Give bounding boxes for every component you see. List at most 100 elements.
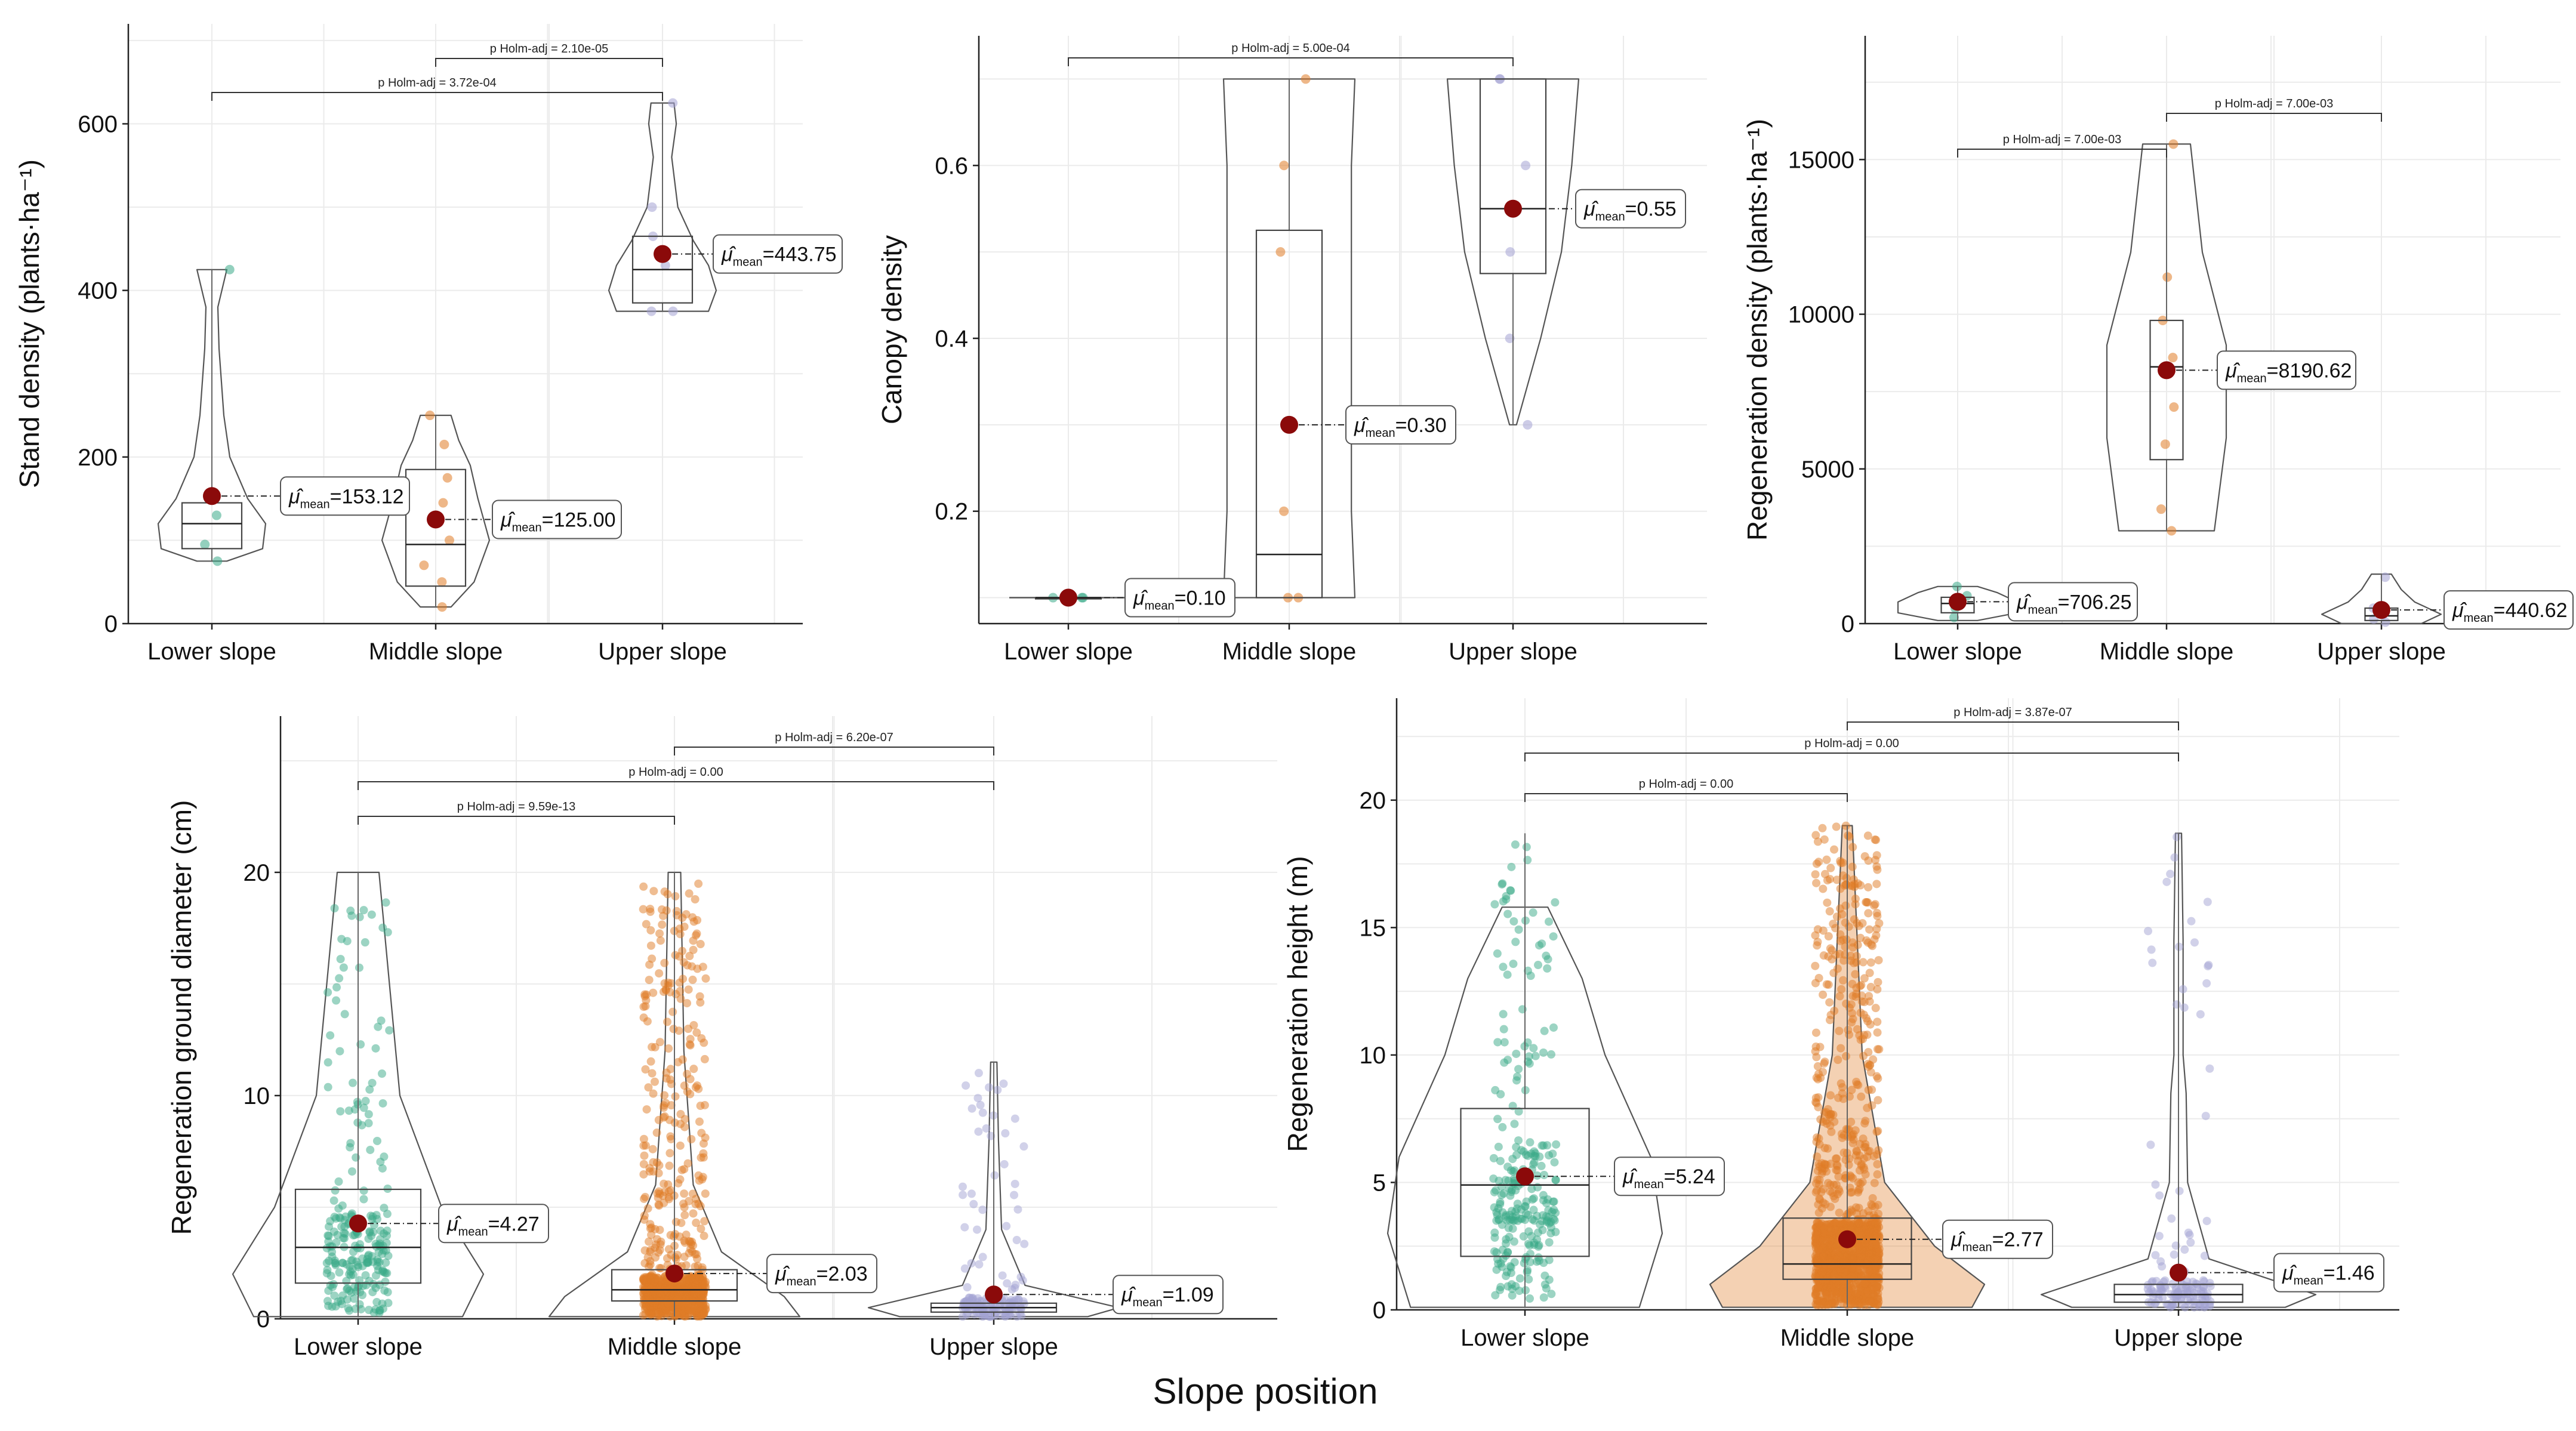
data-point bbox=[679, 958, 688, 967]
data-point bbox=[1860, 974, 1869, 983]
data-point bbox=[1497, 880, 1506, 889]
data-point bbox=[1016, 1309, 1025, 1318]
data-point bbox=[1854, 1300, 1863, 1309]
mean-label: μ̂mean=2.77 bbox=[1951, 1229, 2044, 1254]
data-point bbox=[2150, 1300, 2159, 1309]
data-point bbox=[1534, 1253, 1543, 1262]
data-point bbox=[640, 992, 649, 1001]
data-point bbox=[1493, 1255, 1502, 1264]
mean-label-box bbox=[492, 499, 622, 539]
data-point bbox=[1490, 900, 1499, 909]
data-point bbox=[1499, 963, 1508, 972]
data-point bbox=[1868, 1193, 1877, 1202]
data-point bbox=[1862, 898, 1871, 906]
mean-label-box bbox=[1345, 405, 1456, 445]
y-axis-title: Regeneration ground diameter (cm) bbox=[166, 800, 197, 1235]
data-point bbox=[677, 1219, 686, 1228]
data-point bbox=[668, 306, 678, 316]
data-point bbox=[1814, 1273, 1823, 1282]
data-point bbox=[686, 1041, 695, 1050]
data-point bbox=[1814, 1069, 1823, 1078]
data-point bbox=[959, 1191, 967, 1199]
data-point bbox=[1848, 862, 1857, 871]
data-point bbox=[642, 1105, 651, 1114]
data-point bbox=[701, 1189, 710, 1198]
data-point bbox=[1508, 1224, 1517, 1233]
data-point bbox=[673, 1057, 682, 1066]
data-point bbox=[646, 926, 655, 935]
data-point bbox=[1503, 970, 1512, 979]
data-point bbox=[696, 998, 705, 1007]
data-point bbox=[676, 1175, 685, 1184]
data-point bbox=[693, 964, 702, 973]
mean-label: μ̂mean=1.46 bbox=[2282, 1262, 2375, 1288]
data-point bbox=[683, 999, 692, 1008]
data-point bbox=[641, 1192, 650, 1201]
data-point bbox=[1832, 1165, 1841, 1174]
data-point bbox=[666, 1065, 675, 1074]
data-point bbox=[329, 1196, 338, 1205]
data-point bbox=[1020, 1239, 1029, 1248]
data-point bbox=[367, 910, 376, 919]
data-point bbox=[336, 955, 345, 964]
data-point bbox=[974, 1127, 983, 1136]
data-point bbox=[1863, 1031, 1872, 1040]
mean-point bbox=[1504, 199, 1522, 218]
data-point bbox=[1873, 1150, 1882, 1159]
data-point bbox=[1952, 581, 1962, 591]
data-point bbox=[684, 985, 693, 994]
data-point bbox=[1853, 1209, 1862, 1218]
data-point bbox=[1512, 1049, 1521, 1058]
data-point bbox=[999, 1080, 1008, 1088]
data-point bbox=[322, 1244, 331, 1253]
data-point bbox=[1844, 1161, 1853, 1170]
data-point bbox=[1864, 1085, 1873, 1094]
data-point bbox=[1820, 1059, 1829, 1068]
data-point bbox=[1522, 843, 1531, 852]
data-point bbox=[655, 1288, 664, 1297]
data-point bbox=[2201, 1112, 2210, 1121]
data-point bbox=[1549, 1205, 1558, 1214]
data-point bbox=[1814, 1219, 1823, 1228]
data-point bbox=[978, 1253, 987, 1262]
data-point bbox=[693, 1254, 702, 1263]
y-tick-label: 0 bbox=[257, 1306, 270, 1333]
data-point bbox=[1535, 1152, 1544, 1161]
data-point bbox=[1010, 1114, 1019, 1123]
data-point bbox=[665, 1161, 674, 1170]
data-point bbox=[212, 556, 223, 566]
x-tick-label: Upper slope bbox=[929, 1334, 1058, 1360]
data-point bbox=[1847, 1300, 1856, 1309]
significance-bracket bbox=[358, 816, 675, 825]
data-point bbox=[1871, 856, 1880, 865]
data-point bbox=[331, 1259, 340, 1268]
box-2 bbox=[2113, 1284, 2244, 1303]
y-tick-label: 20 bbox=[1360, 788, 1386, 814]
data-point bbox=[383, 1288, 392, 1297]
data-point bbox=[2169, 402, 2179, 412]
data-point bbox=[648, 1284, 657, 1293]
data-point bbox=[692, 1028, 701, 1037]
data-point bbox=[1812, 1099, 1821, 1108]
data-point bbox=[1870, 1179, 1879, 1188]
data-point bbox=[335, 1268, 344, 1277]
data-point bbox=[2175, 1186, 2184, 1195]
data-point bbox=[1872, 835, 1881, 844]
x-tick-label: Lower slope bbox=[147, 639, 276, 665]
data-point bbox=[1824, 1279, 1833, 1288]
significance-label: p Holm-adj = 3.87e-07 bbox=[1953, 706, 2072, 719]
y-tick-label: 10 bbox=[1360, 1043, 1386, 1069]
data-point bbox=[2199, 1276, 2208, 1285]
data-point bbox=[1852, 1146, 1861, 1155]
data-point bbox=[691, 1195, 700, 1204]
data-point bbox=[1852, 1290, 1861, 1299]
data-point bbox=[1841, 918, 1850, 927]
data-point bbox=[1856, 982, 1865, 991]
data-point bbox=[685, 952, 694, 961]
data-point bbox=[323, 1231, 332, 1240]
data-point bbox=[1834, 1172, 1843, 1181]
data-point bbox=[1847, 1133, 1856, 1142]
data-point bbox=[1865, 992, 1874, 1001]
data-point bbox=[334, 1177, 343, 1186]
data-point bbox=[1016, 1302, 1025, 1311]
